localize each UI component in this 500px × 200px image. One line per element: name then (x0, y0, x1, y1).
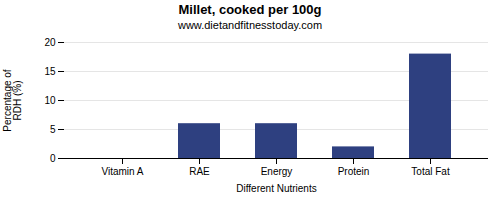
svg-text:10: 10 (44, 95, 56, 106)
svg-text:15: 15 (44, 66, 56, 77)
html-text:www.dietandfitnesstoday.com: www.dietandfitnesstoday.com (178, 19, 322, 31)
html-text:Millet, cooked per 100g: Millet, cooked per 100g (178, 2, 322, 17)
svg-text:Vitamin A: Vitamin A (101, 166, 143, 177)
svg-text:0: 0 (50, 153, 56, 164)
svg-text:Protein: Protein (338, 166, 370, 177)
svg-text:RAE: RAE (189, 166, 210, 177)
svg-text:20: 20 (44, 37, 56, 48)
svg-text:5: 5 (50, 124, 56, 135)
svg-text:Different Nutrients: Different Nutrients (236, 183, 316, 194)
svg-text:Energy: Energy (261, 166, 293, 177)
svg-text:Percentage ofRDH (%): Percentage ofRDH (%) (2, 69, 23, 131)
svg-text:Total Fat: Total Fat (411, 166, 450, 177)
